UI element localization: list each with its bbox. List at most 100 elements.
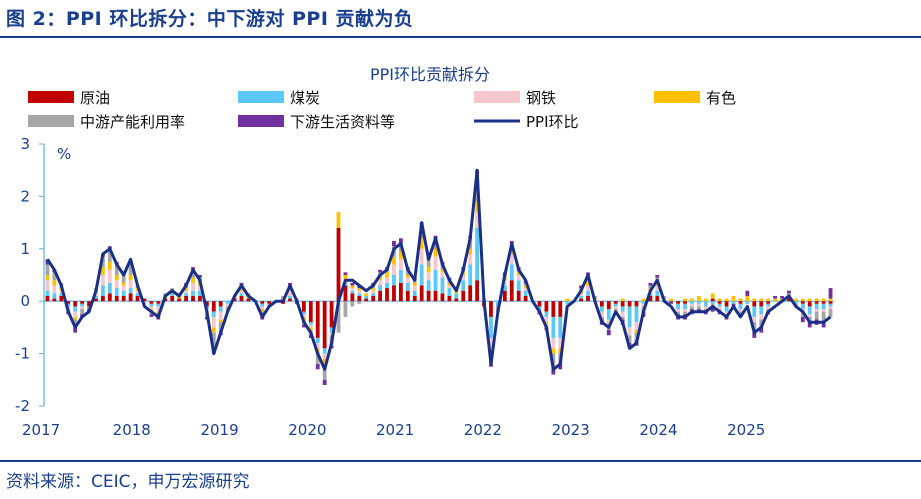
bar-coal bbox=[45, 290, 50, 296]
legend-item-midstream: 中游产能利用率 bbox=[28, 113, 185, 131]
bar-coal bbox=[191, 290, 195, 296]
bar-crude bbox=[191, 295, 195, 302]
bar-midstream bbox=[211, 332, 216, 349]
bar-crude bbox=[613, 301, 618, 304]
bar-nonferrous bbox=[475, 201, 480, 213]
bar-steel bbox=[586, 285, 590, 291]
bar-coal bbox=[814, 303, 819, 310]
bar-steel bbox=[461, 275, 466, 281]
bar-crude bbox=[239, 295, 244, 302]
bar-midstream bbox=[627, 335, 632, 344]
bar-nonferrous bbox=[717, 298, 722, 302]
bar-crude bbox=[579, 298, 583, 302]
bar-midstream bbox=[814, 311, 819, 320]
bar-crude bbox=[329, 301, 334, 328]
bar-crude bbox=[52, 298, 57, 302]
bar-nonferrous bbox=[565, 298, 570, 302]
bar-crude bbox=[828, 301, 833, 304]
bar-nonferrous bbox=[218, 319, 223, 323]
bar-nonferrous bbox=[544, 322, 549, 325]
bar-coal bbox=[703, 301, 708, 307]
bar-coal bbox=[440, 277, 445, 294]
bar-crude bbox=[405, 290, 410, 302]
bar-coal bbox=[114, 288, 119, 296]
legend-swatch bbox=[28, 115, 74, 127]
line-series bbox=[46, 168, 832, 371]
bar-crude bbox=[177, 298, 182, 302]
bar-steel bbox=[551, 337, 556, 349]
legend-label: 煤炭 bbox=[290, 89, 320, 107]
bar-crude bbox=[516, 290, 521, 302]
x-tick-label: 2020 bbox=[288, 421, 326, 439]
bar-steel bbox=[301, 314, 306, 317]
bar-nonferrous bbox=[45, 275, 50, 281]
bar-midstream bbox=[350, 301, 355, 307]
bar-steel bbox=[766, 306, 771, 310]
bar-steel bbox=[322, 353, 327, 359]
bar-nonferrous bbox=[412, 282, 417, 286]
bar-steel bbox=[225, 303, 230, 307]
bar-steel bbox=[516, 275, 521, 281]
bar-crude bbox=[107, 293, 112, 302]
bar-coal bbox=[759, 306, 764, 315]
bar-midstream bbox=[73, 319, 78, 328]
bar-coal bbox=[454, 293, 459, 299]
bar-coal bbox=[766, 303, 771, 307]
bar-coal bbox=[100, 285, 105, 296]
bar-steel bbox=[606, 319, 611, 325]
bar-crude bbox=[752, 301, 757, 307]
bar-crude bbox=[502, 290, 507, 302]
bar-midstream bbox=[683, 311, 687, 315]
bar-coal bbox=[128, 288, 133, 294]
bar-downstream bbox=[198, 275, 202, 278]
bar-coal bbox=[308, 322, 313, 325]
bar-coal bbox=[198, 290, 202, 296]
bar-downstream bbox=[398, 238, 403, 244]
bar-crude bbox=[523, 295, 528, 302]
bar-midstream bbox=[738, 311, 743, 315]
bar-coal bbox=[329, 327, 334, 333]
bar-midstream bbox=[281, 295, 285, 299]
legend-swatch bbox=[474, 91, 520, 103]
bar-nonferrous bbox=[239, 288, 244, 291]
bar-crude bbox=[66, 301, 71, 304]
bar-nonferrous bbox=[759, 298, 764, 302]
bar-coal bbox=[433, 269, 438, 291]
bar-crude bbox=[246, 298, 251, 302]
bar-crude bbox=[648, 295, 653, 302]
bar-midstream bbox=[80, 309, 85, 315]
bar-steel bbox=[738, 309, 743, 312]
bar-crude bbox=[787, 298, 791, 302]
bar-coal bbox=[627, 306, 632, 328]
bar-nonferrous bbox=[690, 298, 694, 302]
bar-crude bbox=[301, 301, 306, 312]
bar-crude bbox=[821, 301, 826, 304]
x-tick-label: 2021 bbox=[376, 421, 414, 439]
bar-midstream bbox=[648, 285, 653, 289]
bar-nonferrous bbox=[440, 269, 445, 273]
bar-crude bbox=[599, 301, 604, 307]
bar-steel bbox=[426, 272, 431, 281]
bar-coal bbox=[315, 337, 320, 344]
bar-coal bbox=[523, 290, 528, 296]
bar-crude bbox=[627, 301, 632, 307]
bar-crude bbox=[260, 301, 265, 304]
bar-steel bbox=[433, 256, 438, 270]
bar-coal bbox=[419, 264, 424, 286]
bar-crude bbox=[412, 295, 417, 302]
bar-downstream bbox=[807, 322, 812, 328]
bar-steel bbox=[613, 306, 618, 310]
bar-nonferrous bbox=[350, 285, 355, 289]
bar-coal bbox=[392, 275, 396, 286]
bar-crude bbox=[378, 290, 383, 302]
bar-steel bbox=[52, 285, 57, 294]
bar-nonferrous bbox=[433, 248, 438, 257]
bar-midstream bbox=[696, 306, 701, 310]
bar-steel bbox=[579, 293, 583, 296]
bar-steel bbox=[73, 311, 78, 317]
bar-nonferrous bbox=[419, 238, 424, 249]
bar-coal bbox=[426, 280, 431, 291]
bar-coal bbox=[73, 306, 78, 312]
bar-coal bbox=[350, 290, 355, 294]
